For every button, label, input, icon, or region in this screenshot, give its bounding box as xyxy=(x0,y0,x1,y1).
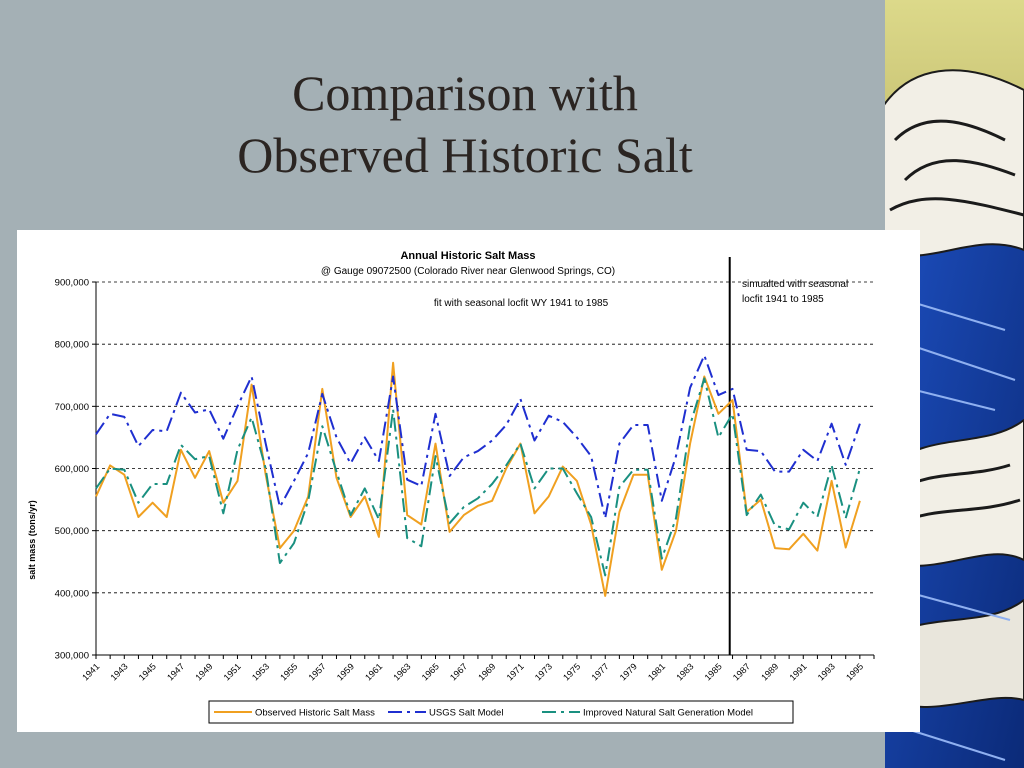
x-tick-label: 1967 xyxy=(448,661,469,682)
y-tick-label: 400,000 xyxy=(55,588,89,599)
series-line-2 xyxy=(95,354,861,520)
y-tick-label: 500,000 xyxy=(55,526,89,537)
chart-legend: Observed Historic Salt Mass USGS Salt Mod… xyxy=(208,700,794,724)
x-tick-label: 1989 xyxy=(759,661,780,682)
chart-panel: Annual Historic Salt Mass @ Gauge 090725… xyxy=(17,230,920,732)
x-tick-label: 1985 xyxy=(703,661,724,682)
x-tick-label: 1993 xyxy=(816,661,837,682)
x-tick-label: 1975 xyxy=(561,661,582,682)
x-tick-label: 1981 xyxy=(646,661,667,682)
x-tick-label: 1983 xyxy=(674,661,695,682)
slide-title: Comparison with Observed Historic Salt xyxy=(150,62,780,186)
series-lines xyxy=(95,354,861,597)
x-tick-label: 1955 xyxy=(278,661,299,682)
legend-box xyxy=(208,700,794,724)
x-tick-label: 1963 xyxy=(391,661,412,682)
x-tick-label: 1971 xyxy=(505,661,526,682)
x-tick-label: 1965 xyxy=(420,661,441,682)
x-tick-label: 1947 xyxy=(165,661,186,682)
simulated-annotation-line-1: simualted with seasonal xyxy=(742,279,848,290)
x-tick-label: 1969 xyxy=(476,661,497,682)
x-tick-label: 1973 xyxy=(533,661,554,682)
chart-title: Annual Historic Salt Mass xyxy=(400,250,535,262)
chart-svg: Annual Historic Salt Mass @ Gauge 090725… xyxy=(27,250,875,724)
x-tick-label: 1995 xyxy=(844,661,865,682)
y-tick-label: 600,000 xyxy=(55,464,89,475)
y-tick-label: 800,000 xyxy=(55,340,89,351)
chart-subtitle: @ Gauge 09072500 (Colorado River near Gl… xyxy=(321,266,615,277)
x-tick-label: 1987 xyxy=(731,661,752,682)
x-tick-label: 1953 xyxy=(250,661,271,682)
legend-label-1: Observed Historic Salt Mass xyxy=(255,708,375,719)
y-tick-label: 900,000 xyxy=(55,278,89,289)
simulated-annotation-line-2: locfit 1941 to 1985 xyxy=(742,294,824,305)
legend-label-2: USGS Salt Model xyxy=(429,708,503,719)
series-line-3 xyxy=(95,377,861,577)
y-tick-label: 700,000 xyxy=(55,402,89,413)
x-tick-label: 1943 xyxy=(108,661,129,682)
gridlines xyxy=(96,281,874,594)
x-tick-label: 1991 xyxy=(787,661,808,682)
x-tick-label: 1949 xyxy=(193,661,214,682)
series-line-1 xyxy=(95,361,861,597)
x-tick-label: 1951 xyxy=(222,661,243,682)
slide-title-line-2: Observed Historic Salt xyxy=(237,127,693,183)
x-tick-label: 1941 xyxy=(80,661,101,682)
slide-title-line-1: Comparison with xyxy=(292,65,638,121)
y-tick-label: 300,000 xyxy=(55,651,89,662)
y-axis-label: salt mass (tons/yr) xyxy=(27,500,37,580)
x-tick-label: 1979 xyxy=(618,661,639,682)
x-tick-label: 1957 xyxy=(307,661,328,682)
x-tick-label: 1961 xyxy=(363,661,384,682)
x-tick-label: 1945 xyxy=(137,661,158,682)
legend-label-3: Improved Natural Salt Generation Model xyxy=(583,708,753,719)
fit-annotation: fit with seasonal locfit WY 1941 to 1985 xyxy=(434,298,609,309)
x-tick-label: 1959 xyxy=(335,661,356,682)
x-tick-label: 1977 xyxy=(589,661,610,682)
